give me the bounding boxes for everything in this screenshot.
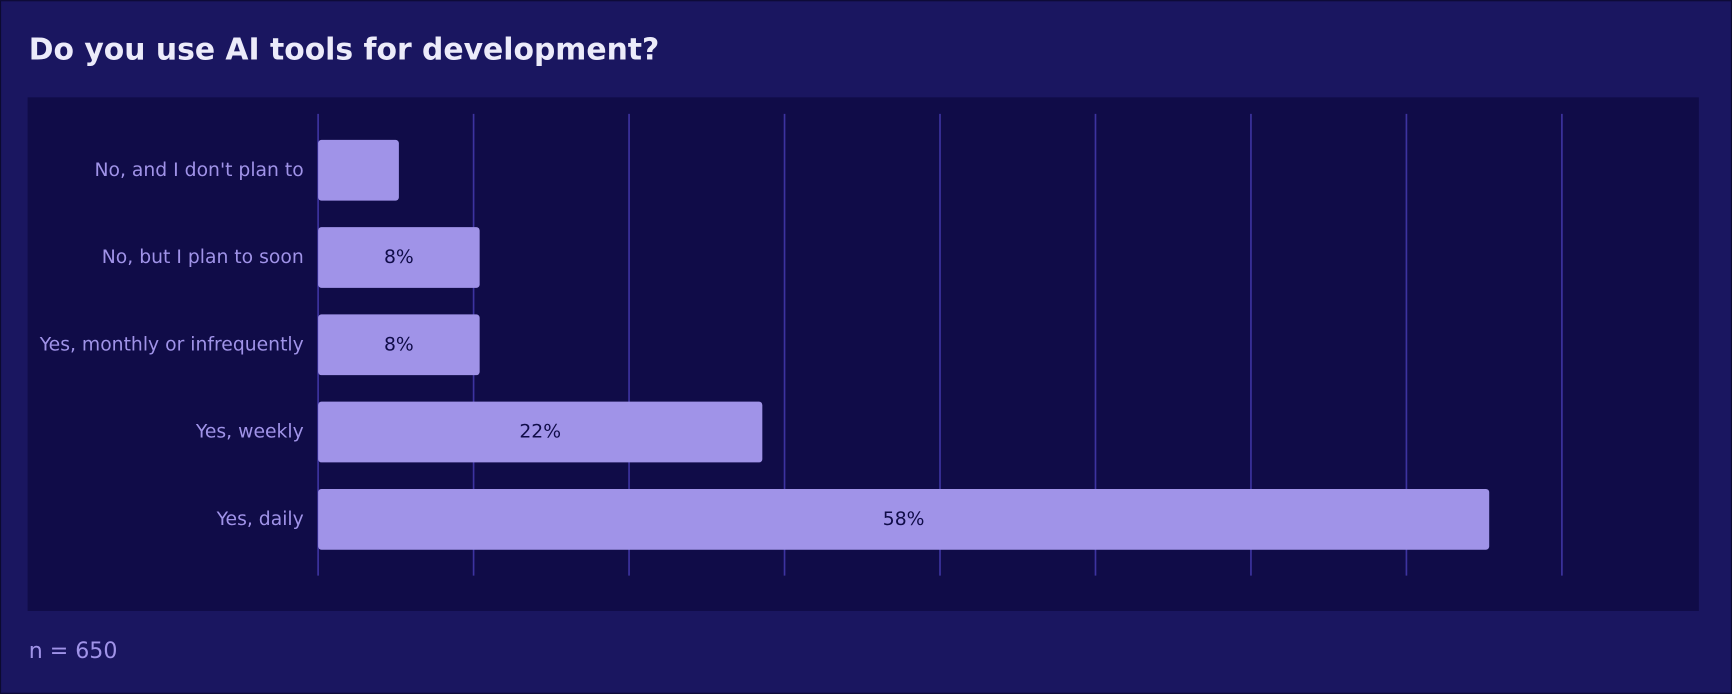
bars: No, and I don't plan to No, but I plan to… [39,139,1490,550]
value-label: 58% [883,509,925,530]
footnote: n = 650 [29,638,118,664]
value-label: 8% [384,334,414,355]
chart-title: Do you use AI tools for development? [29,32,660,67]
value-label: 22% [519,422,561,443]
bar [318,488,1490,550]
category-label: Yes, weekly [195,422,304,443]
value-label: 8% [384,247,414,268]
category-label: Yes, daily [216,509,304,530]
bar [318,139,399,201]
bar [318,314,480,376]
bar [318,227,480,288]
bar [318,401,763,463]
category-label: Yes, monthly or infrequently [39,334,304,355]
category-label: No, but I plan to soon [102,247,304,268]
category-label: No, and I don't plan to [94,160,303,181]
